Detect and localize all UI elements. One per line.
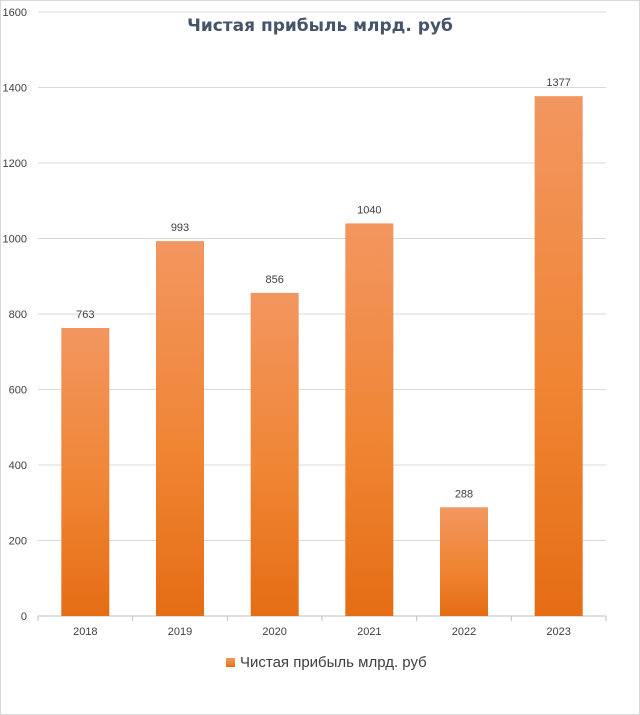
y-tick-label: 1400 (3, 83, 27, 95)
gridlines (37, 11, 607, 621)
x-tick-label-2020: 2020 (262, 626, 286, 638)
x-tick-label-2019: 2019 (168, 626, 192, 638)
y-axis-ticks: 0 200 400 600 800 1000 1200 1400 1600 (3, 7, 27, 623)
y-tick-label: 600 (9, 385, 27, 397)
legend: Чистая прибыль млрд. руб (226, 654, 427, 671)
data-label-2018: 763 (76, 309, 94, 321)
x-tick-label-2018: 2018 (73, 626, 97, 638)
data-label-2023: 1377 (546, 77, 570, 89)
bar-2018 (61, 327, 110, 616)
x-tick-label-2022: 2022 (452, 626, 476, 638)
bar-2023 (534, 96, 583, 617)
bar-2019 (156, 241, 204, 616)
chart-title: Чистая прибыль млрд. руб (187, 16, 453, 36)
legend-label: Чистая прибыль млрд. руб (240, 654, 427, 671)
x-tick-label-2023: 2023 (546, 626, 570, 638)
legend-swatch (226, 658, 235, 667)
x-axis-ticks: 2018 2019 2020 2021 2022 2023 (73, 626, 571, 638)
data-labels: 763 993 856 1040 288 1377 (76, 77, 571, 500)
y-tick-label: 1200 (3, 158, 27, 170)
y-tick-label: 800 (9, 309, 27, 321)
bar-2021 (345, 223, 394, 616)
data-label-2021: 1040 (357, 204, 381, 216)
bars (61, 96, 583, 617)
data-label-2020: 856 (265, 274, 283, 286)
y-tick-label: 0 (21, 611, 27, 623)
bar-2022 (440, 507, 488, 616)
y-tick-label: 1600 (3, 7, 27, 19)
y-tick-label: 1000 (3, 234, 27, 246)
data-label-2022: 288 (455, 488, 473, 500)
x-tick-label-2021: 2021 (357, 626, 381, 638)
y-tick-label: 400 (9, 460, 27, 472)
data-label-2019: 993 (171, 222, 189, 234)
y-tick-label: 200 (9, 536, 27, 548)
bar-2020 (250, 292, 299, 616)
